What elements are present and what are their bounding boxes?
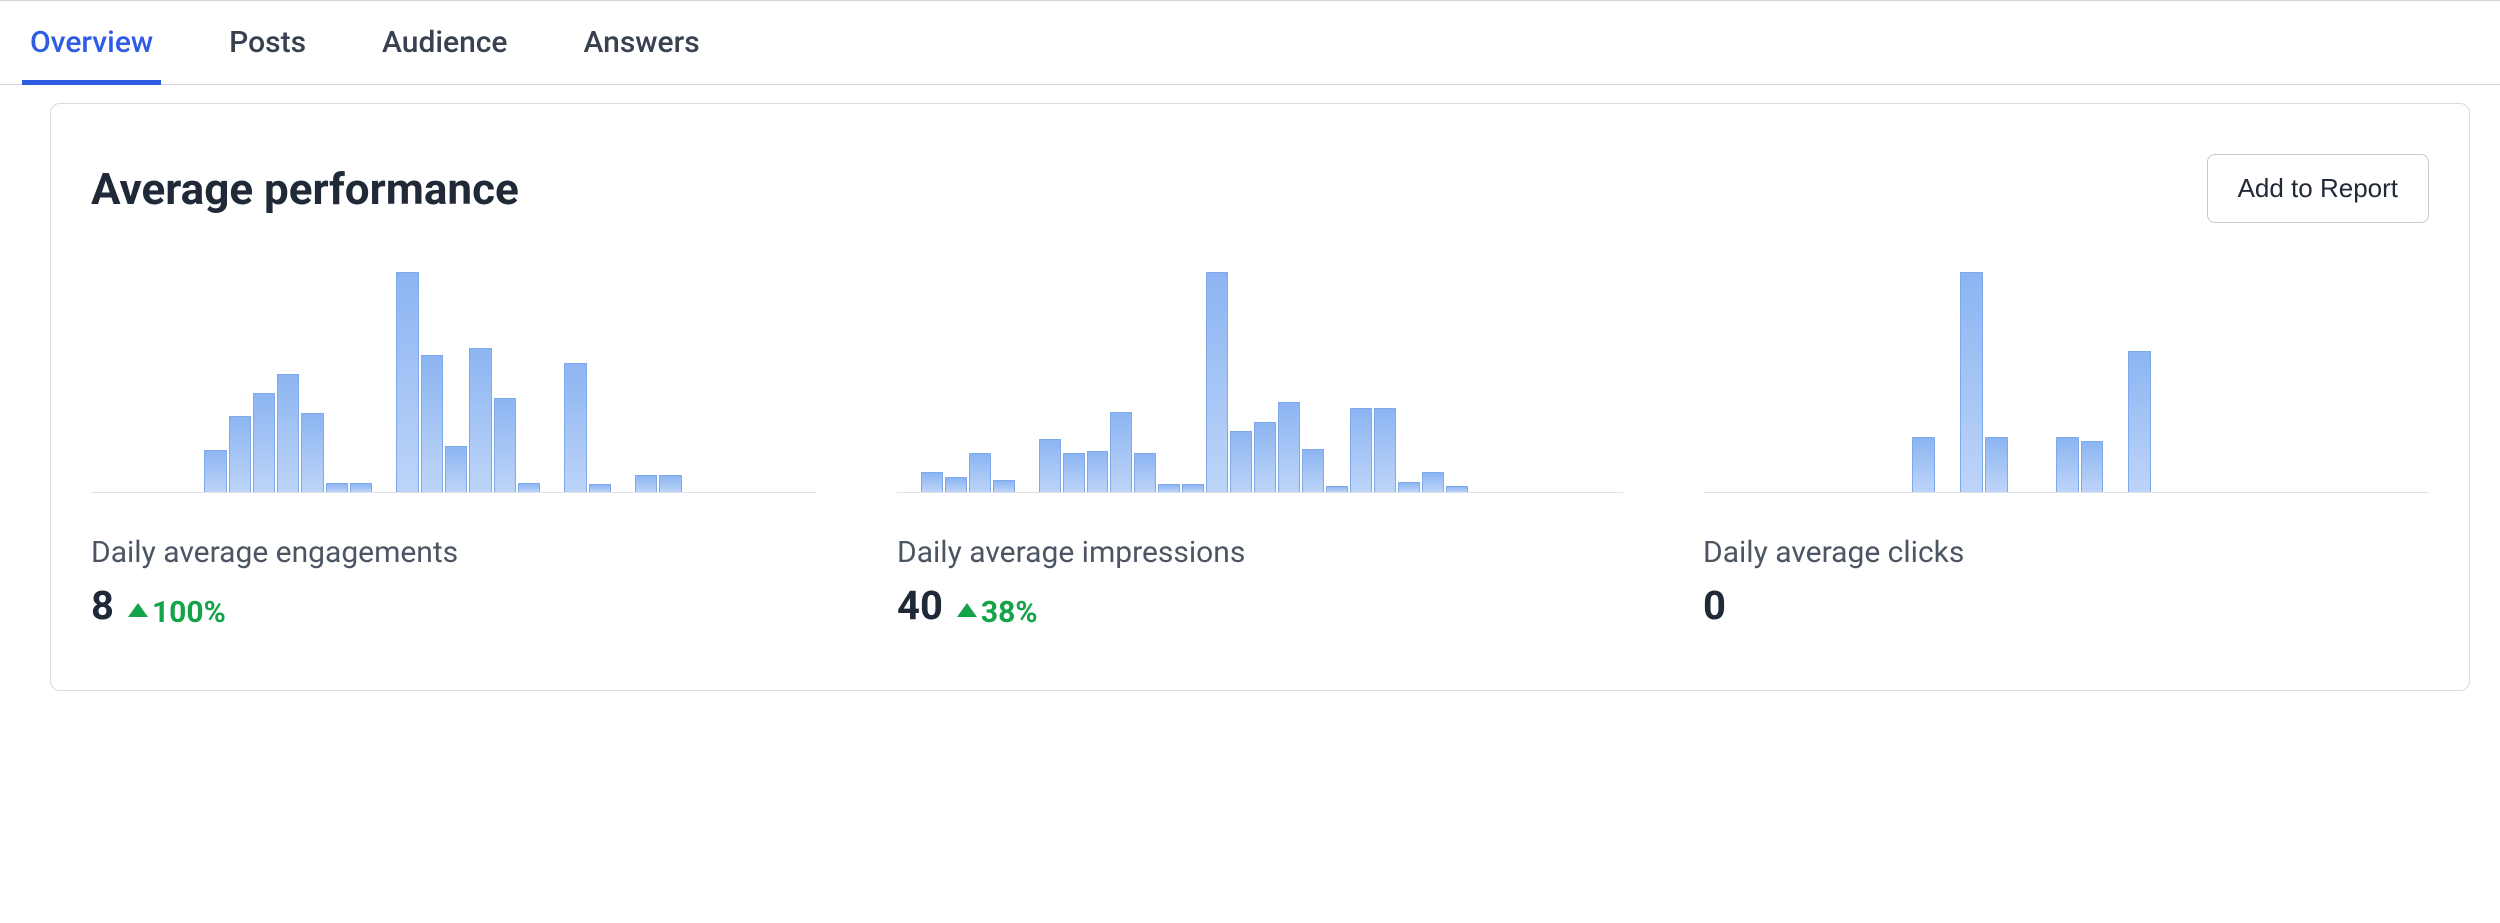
- chart-bar: [1302, 449, 1324, 492]
- chart-bar: [1039, 439, 1061, 492]
- card-title: Average performance: [91, 163, 519, 215]
- metric-delta-value: 100%: [152, 595, 226, 630]
- metric-panel: Daily average impressions 40 38%: [897, 263, 1623, 630]
- chart-bar: [1985, 437, 2008, 492]
- chart-bar: [1912, 437, 1935, 492]
- metric-delta: 38%: [957, 595, 1038, 630]
- chart-bar: [1278, 402, 1300, 492]
- chart-bar: [564, 363, 586, 492]
- chart-bar: [589, 484, 611, 492]
- chart-bar: [1350, 408, 1372, 492]
- chart-bar: [1063, 453, 1085, 492]
- chart-bar: [518, 483, 540, 492]
- chart-bar: [1110, 412, 1132, 492]
- chart-bar: [301, 413, 323, 492]
- sparkline-chart: [1703, 263, 2429, 493]
- chart-bar: [635, 475, 657, 492]
- chart-bar: [2081, 441, 2104, 492]
- chart-bar: [421, 355, 443, 492]
- trend-up-icon: [128, 603, 148, 617]
- trend-up-icon: [957, 603, 977, 617]
- chart-bar: [2056, 437, 2079, 492]
- chart-bar: [1960, 272, 1983, 492]
- average-performance-card: Average performance Add to Report Daily …: [50, 103, 2470, 691]
- chart-bar: [204, 450, 226, 492]
- chart-bar: [1134, 453, 1156, 492]
- chart-bar: [396, 272, 418, 492]
- add-to-report-button[interactable]: Add to Report: [2207, 154, 2429, 223]
- tab-posts[interactable]: Posts: [229, 1, 306, 84]
- chart-bar: [350, 483, 372, 492]
- chart-bar: [326, 483, 348, 492]
- chart-bar: [494, 398, 516, 492]
- metric-delta-value: 38%: [981, 595, 1038, 630]
- card-header: Average performance Add to Report: [91, 154, 2429, 223]
- tab-answers[interactable]: Answers: [584, 1, 700, 84]
- metric-panel: Daily average engagements 8 100%: [91, 263, 817, 630]
- metric-value-row: 40 38%: [897, 582, 1623, 630]
- metric-label: Daily average engagements: [91, 535, 817, 570]
- chart-bar: [1446, 486, 1468, 492]
- metric-label: Daily average impressions: [897, 535, 1623, 570]
- chart-bar: [253, 393, 275, 492]
- metric-value-row: 8 100%: [91, 582, 817, 630]
- tab-audience[interactable]: Audience: [382, 1, 507, 84]
- sparkline-chart: [91, 263, 817, 493]
- chart-bar: [1158, 484, 1180, 492]
- chart-bar: [1087, 451, 1109, 492]
- chart-bar: [277, 374, 299, 492]
- chart-bar: [1182, 484, 1204, 492]
- metric-panel: Daily average clicks 0: [1703, 263, 2429, 630]
- chart-bar: [1254, 422, 1276, 492]
- chart-bar: [1326, 486, 1348, 492]
- metric-value: 0: [1703, 582, 1726, 629]
- chart-bar: [229, 416, 251, 492]
- sparkline-chart: [897, 263, 1623, 493]
- chart-bar: [921, 472, 943, 492]
- chart-bar: [1374, 408, 1396, 492]
- tabs-bar: Overview Posts Audience Answers: [0, 0, 2500, 85]
- metric-label: Daily average clicks: [1703, 535, 2429, 570]
- chart-bar: [993, 480, 1015, 492]
- metrics-row: Daily average engagements8100%Daily aver…: [91, 263, 2429, 630]
- chart-bar: [1422, 472, 1444, 492]
- chart-bar: [445, 446, 467, 492]
- metric-value: 40: [897, 582, 943, 629]
- chart-bar: [659, 475, 681, 492]
- chart-bar: [1206, 272, 1228, 492]
- chart-bar: [1230, 431, 1252, 492]
- chart-bar: [469, 348, 491, 492]
- chart-bar: [2128, 351, 2151, 492]
- chart-bar: [945, 477, 967, 492]
- content-area: Average performance Add to Report Daily …: [0, 85, 2500, 721]
- metric-value: 8: [91, 582, 114, 629]
- metric-value-row: 0: [1703, 582, 2429, 629]
- chart-bar: [969, 453, 991, 492]
- tab-overview[interactable]: Overview: [30, 1, 153, 84]
- chart-bar: [1398, 482, 1420, 492]
- metric-delta: 100%: [128, 595, 226, 630]
